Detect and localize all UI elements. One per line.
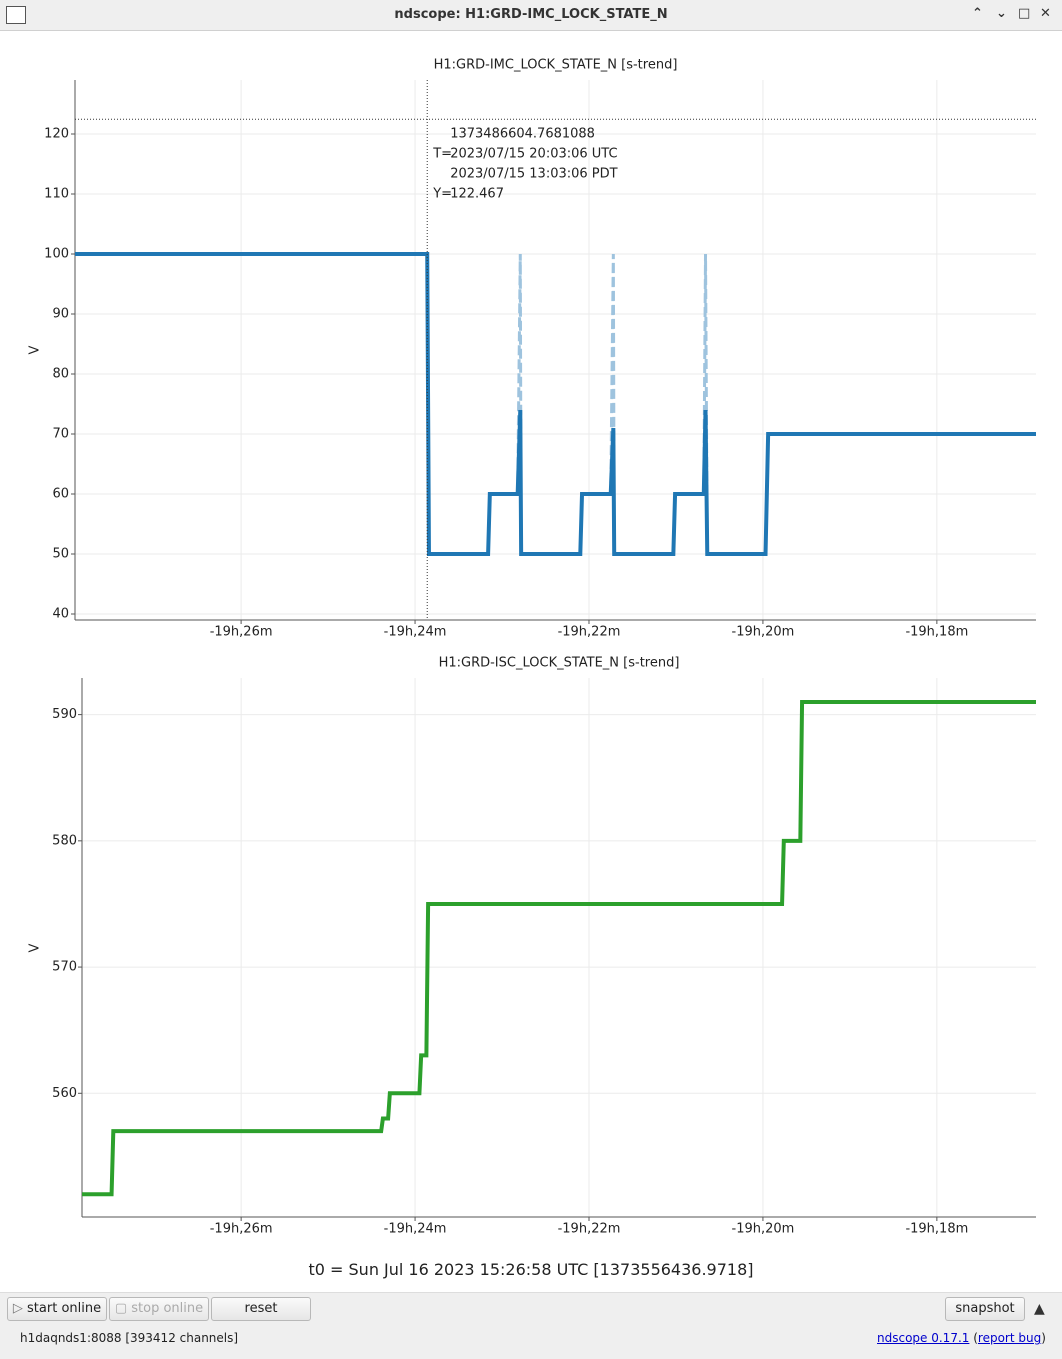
y-tick-label: 590 bbox=[52, 707, 77, 722]
cursor-t-label: T= bbox=[432, 147, 452, 162]
version-link[interactable]: ndscope 0.17.1 bbox=[877, 1331, 970, 1345]
x-tick-label: -19h,18m bbox=[905, 625, 968, 640]
cursor-y-label: Y= bbox=[432, 187, 452, 202]
window-collapse[interactable]: ⌃ bbox=[972, 6, 983, 21]
y-tick-label: 110 bbox=[44, 187, 69, 202]
cursor-pdt: 2023/07/15 13:03:06 PDT bbox=[450, 167, 617, 182]
y-tick-label: 50 bbox=[52, 547, 69, 562]
chart-title: H1:GRD-ISC_LOCK_STATE_N [s-trend] bbox=[439, 656, 680, 671]
y-tick-label: 120 bbox=[44, 127, 69, 142]
x-tick-label: -19h,26m bbox=[210, 1222, 273, 1237]
x-tick-label: -19h,24m bbox=[384, 625, 447, 640]
window-close[interactable]: ✕ bbox=[1040, 6, 1051, 21]
window-minimize[interactable]: ⌄ bbox=[996, 6, 1007, 21]
y-axis-label: V bbox=[28, 345, 43, 354]
x-tick-label: -19h,22m bbox=[558, 1222, 621, 1237]
charts: H1:GRD-IMC_LOCK_STATE_N [s-trend] V 40 50 60… bbox=[28, 58, 1036, 1237]
bug-link[interactable]: report bug bbox=[977, 1331, 1042, 1345]
start-online-text: start online bbox=[27, 1301, 102, 1316]
version-info: ndscope 0.17.1 (report bug) bbox=[877, 1331, 1046, 1345]
y-tick-label: 90 bbox=[52, 307, 69, 322]
y-tick-label: 580 bbox=[52, 833, 77, 848]
y-tick-label: 560 bbox=[52, 1086, 77, 1101]
cursor-utc: 2023/07/15 20:03:06 UTC bbox=[450, 147, 617, 162]
chart-title: H1:GRD-IMC_LOCK_STATE_N [s-trend] bbox=[434, 58, 678, 73]
y-tick-label: 40 bbox=[52, 607, 69, 622]
title-bar: ndscope: H1:GRD-IMC_LOCK_STATE_N ⌃ ⌄ □ ✕ bbox=[0, 0, 1062, 31]
stop-online-text: stop online bbox=[131, 1301, 204, 1316]
x-tick-label: -19h,22m bbox=[558, 625, 621, 640]
x-tick-label: -19h,26m bbox=[210, 625, 273, 640]
series-line bbox=[75, 252, 1036, 556]
start-online-button[interactable]: ▷ start online bbox=[7, 1297, 107, 1321]
series-line bbox=[75, 252, 1036, 556]
window-title: ndscope: H1:GRD-IMC_LOCK_STATE_N bbox=[394, 7, 668, 22]
cursor-y-value: 122.467 bbox=[450, 187, 504, 202]
expand-button[interactable]: ▲ bbox=[1034, 1301, 1045, 1317]
window-maximize[interactable]: □ bbox=[1018, 6, 1031, 21]
x-tick-label: -19h,20m bbox=[732, 625, 795, 640]
window-icon bbox=[6, 6, 26, 24]
x-tick-label: -19h,18m bbox=[905, 1222, 968, 1237]
y-tick-label: 70 bbox=[52, 427, 69, 442]
server-status: h1daqnds1:8088 [393412 channels] bbox=[20, 1331, 239, 1345]
y-tick-label: 60 bbox=[52, 487, 69, 502]
y-axis-label: V bbox=[28, 943, 43, 952]
cursor-gps: 1373486604.7681088 bbox=[450, 127, 595, 142]
t0-label: t0 = Sun Jul 16 2023 15:26:58 UTC [13735… bbox=[308, 1260, 754, 1279]
stop-online-button[interactable]: ▢ stop online bbox=[109, 1297, 209, 1321]
series-line bbox=[82, 699, 1036, 1197]
snapshot-button[interactable]: snapshot bbox=[945, 1297, 1025, 1321]
x-tick-label: -19h,24m bbox=[384, 1222, 447, 1237]
toolbar: ▷ start online ▢ stop online reset snaps… bbox=[0, 1292, 1062, 1359]
y-tick-label: 100 bbox=[44, 247, 69, 262]
y-tick-label: 80 bbox=[52, 367, 69, 382]
y-tick-label: 570 bbox=[52, 960, 77, 975]
x-tick-label: -19h,20m bbox=[732, 1222, 795, 1237]
reset-button[interactable]: reset bbox=[211, 1297, 311, 1321]
